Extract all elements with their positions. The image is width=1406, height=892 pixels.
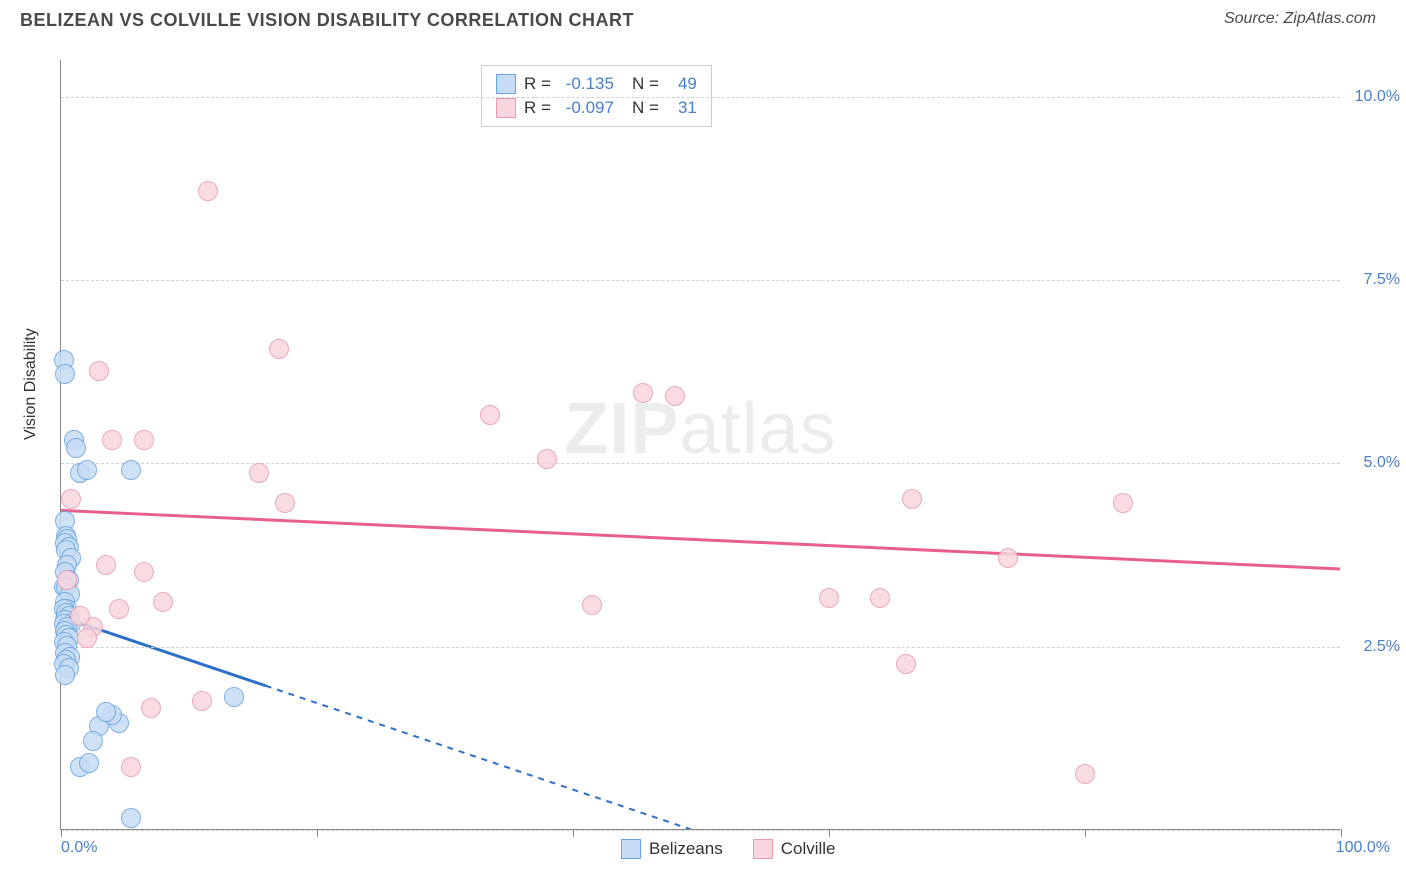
data-point <box>55 364 75 384</box>
data-point <box>480 405 500 425</box>
data-point <box>96 702 116 722</box>
data-point <box>269 339 289 359</box>
data-point <box>61 489 81 509</box>
data-point <box>121 460 141 480</box>
data-point <box>55 665 75 685</box>
x-axis-min-label: 0.0% <box>61 839 97 857</box>
data-point <box>665 386 685 406</box>
data-point <box>57 570 77 590</box>
data-point <box>896 654 916 674</box>
data-point <box>83 731 103 751</box>
data-point <box>192 691 212 711</box>
legend-n-value: 31 <box>667 98 697 118</box>
legend-row: R = -0.097 N = 31 <box>496 96 697 120</box>
legend-item: Belizeans <box>621 839 723 859</box>
watermark-zip: ZIP <box>564 389 679 469</box>
plot-area: ZIPatlas R =-0.135N =49R =-0.097N =31 Be… <box>60 60 1340 830</box>
y-tick-label: 10.0% <box>1355 88 1400 106</box>
data-point <box>134 430 154 450</box>
data-point <box>89 361 109 381</box>
data-point <box>141 698 161 718</box>
x-tick <box>1341 829 1342 837</box>
data-point <box>121 757 141 777</box>
data-point <box>819 588 839 608</box>
data-point <box>96 555 116 575</box>
grid-line <box>61 280 1340 281</box>
chart-container: BELIZEAN VS COLVILLE VISION DISABILITY C… <box>10 10 1396 882</box>
y-axis-label: Vision Disability <box>22 328 40 440</box>
watermark: ZIPatlas <box>564 388 836 470</box>
data-point <box>1075 764 1095 784</box>
source-label: Source: ZipAtlas.com <box>1224 10 1376 28</box>
data-point <box>537 449 557 469</box>
data-point <box>902 489 922 509</box>
chart-header: BELIZEAN VS COLVILLE VISION DISABILITY C… <box>10 10 1396 50</box>
legend-swatch <box>496 98 516 118</box>
legend-series-name: Belizeans <box>649 839 723 859</box>
legend-item: Colville <box>753 839 836 859</box>
data-point <box>153 592 173 612</box>
data-point <box>998 548 1018 568</box>
grid-line <box>61 830 1340 831</box>
data-point <box>1113 493 1133 513</box>
data-point <box>77 460 97 480</box>
data-point <box>102 430 122 450</box>
data-point <box>582 595 602 615</box>
grid-line <box>61 97 1340 98</box>
legend-swatch <box>621 839 641 859</box>
legend-row: R = -0.135 N = 49 <box>496 72 697 96</box>
data-point <box>79 753 99 773</box>
y-tick-label: 2.5% <box>1364 638 1400 656</box>
data-point <box>77 628 97 648</box>
x-tick <box>829 829 830 837</box>
watermark-rest: atlas <box>679 389 836 469</box>
legend-r-value: -0.135 <box>559 74 614 94</box>
legend-n-label: N = <box>632 98 659 118</box>
data-point <box>224 687 244 707</box>
x-axis-max-label: 100.0% <box>1336 839 1390 857</box>
data-point <box>198 181 218 201</box>
x-tick <box>1085 829 1086 837</box>
legend-n-value: 49 <box>667 74 697 94</box>
trend-lines <box>61 60 1340 829</box>
legend-swatch <box>753 839 773 859</box>
data-point <box>70 606 90 626</box>
legend-n-label: N = <box>632 74 659 94</box>
legend-r-label: R = <box>524 74 551 94</box>
data-point <box>870 588 890 608</box>
data-point <box>275 493 295 513</box>
y-tick-label: 5.0% <box>1364 454 1400 472</box>
x-tick <box>573 829 574 837</box>
data-point <box>633 383 653 403</box>
data-point <box>134 562 154 582</box>
data-point <box>109 599 129 619</box>
legend-r-label: R = <box>524 98 551 118</box>
legend-swatch <box>496 74 516 94</box>
legend-series-name: Colville <box>781 839 836 859</box>
x-tick <box>317 829 318 837</box>
chart-title: BELIZEAN VS COLVILLE VISION DISABILITY C… <box>20 10 634 31</box>
y-tick-label: 7.5% <box>1364 271 1400 289</box>
data-point <box>66 438 86 458</box>
series-legend: Belizeans Colville <box>621 839 836 859</box>
x-tick <box>61 829 62 837</box>
data-point <box>121 808 141 828</box>
legend-r-value: -0.097 <box>559 98 614 118</box>
data-point <box>249 463 269 483</box>
grid-line <box>61 647 1340 648</box>
